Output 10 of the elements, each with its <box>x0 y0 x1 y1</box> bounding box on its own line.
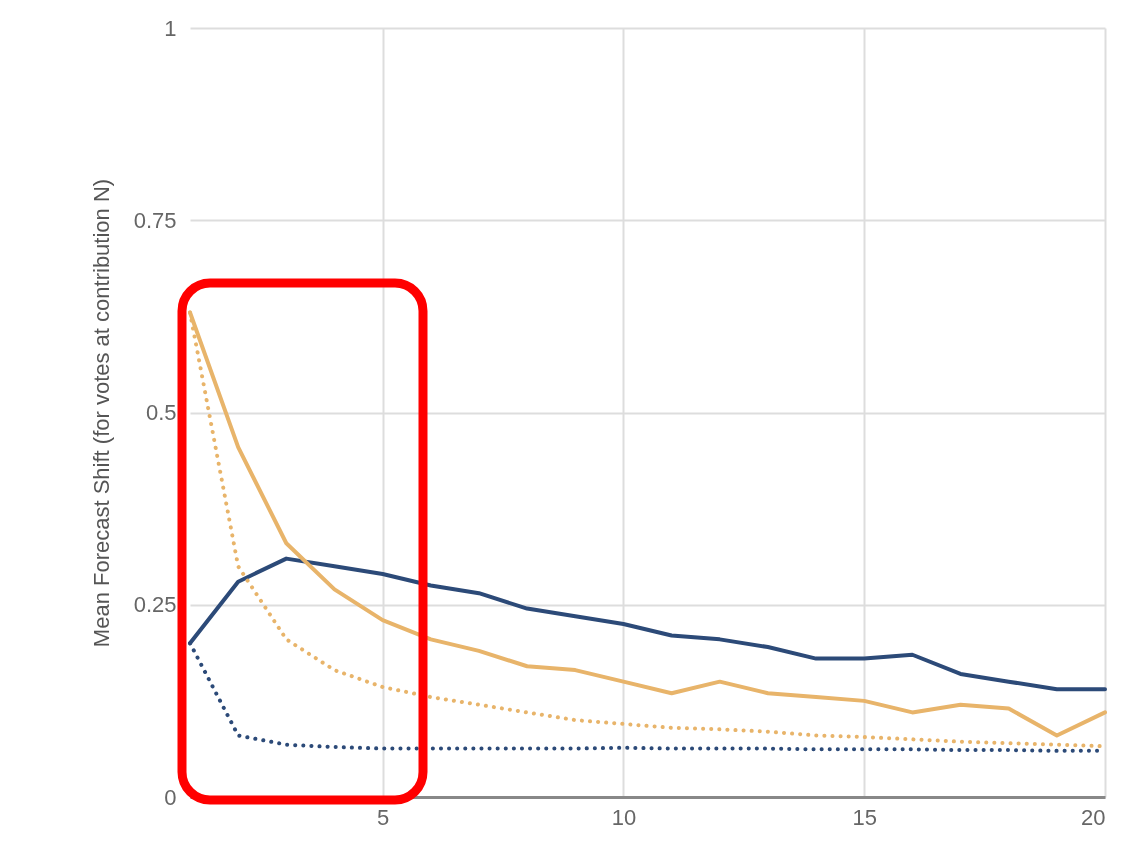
x-tick-label: 10 <box>611 804 637 830</box>
x-tick-label: 20 <box>1081 804 1106 830</box>
x-tick-label: 5 <box>377 804 390 830</box>
x-tick-label: 15 <box>852 804 877 830</box>
y-tick-label: 0.5 <box>145 400 177 425</box>
y-tick-label: 1 <box>164 15 177 41</box>
y-tick-label: 0 <box>164 784 177 810</box>
y-axis-title: Mean Forecast Shift (for votes at contribution N) <box>88 178 114 648</box>
y-tick-label: 0.25 <box>133 592 177 618</box>
y-tick-label: 0.75 <box>133 207 177 233</box>
